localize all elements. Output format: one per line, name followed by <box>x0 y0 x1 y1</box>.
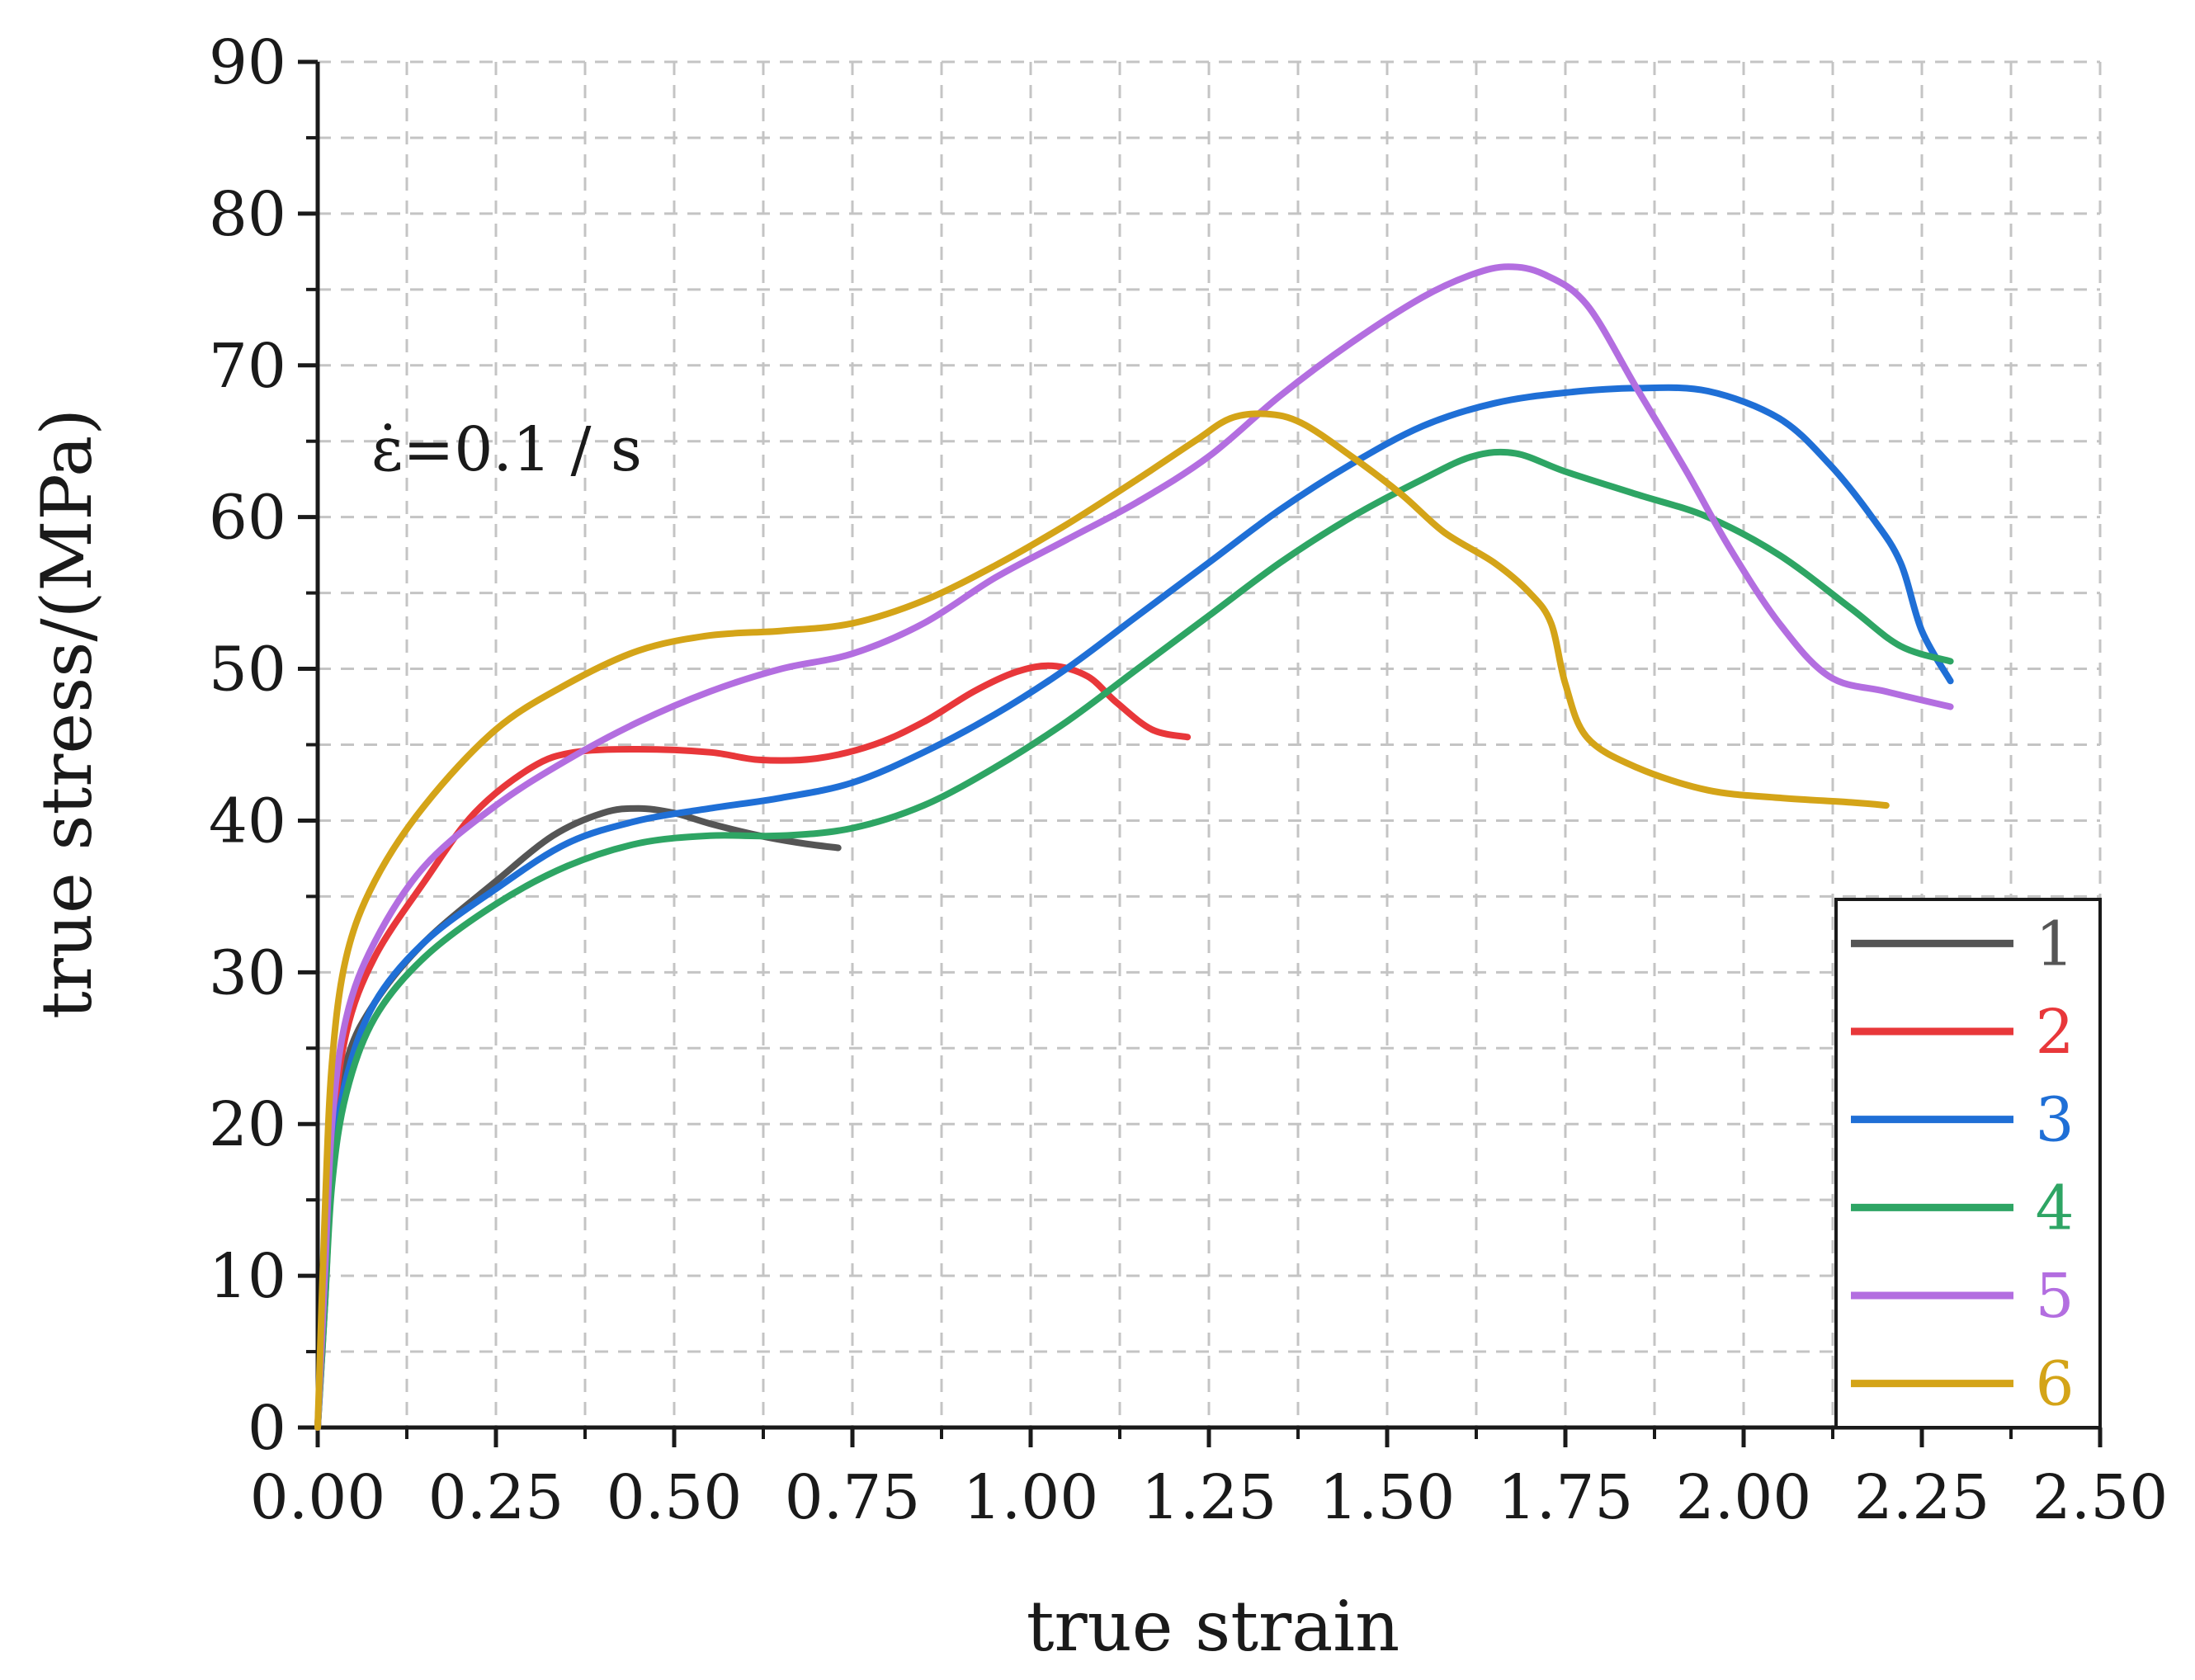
y-axis-title: true stress/(MPa) <box>26 408 107 1019</box>
x-tick-label: 1.50 <box>1319 1462 1456 1533</box>
y-tick-label: 90 <box>209 27 286 98</box>
series-line-5 <box>314 263 1954 1431</box>
legend-box <box>1834 898 2102 1429</box>
x-tick-label: 1.25 <box>1141 1462 1277 1533</box>
legend-label-1: 1 <box>2035 908 2074 979</box>
x-tick-label: 2.25 <box>1854 1462 1990 1533</box>
series-line-4 <box>314 448 1954 1431</box>
y-tick-label: 70 <box>209 331 286 402</box>
legend-label-3: 3 <box>2035 1085 2074 1156</box>
y-tick-label: 30 <box>209 937 286 1008</box>
y-tick-label: 20 <box>209 1089 286 1160</box>
legend-label-2: 2 <box>2035 997 2074 1068</box>
x-tick-label: 0.25 <box>428 1462 564 1533</box>
y-tick-label: 60 <box>209 483 286 554</box>
y-tick-label: 10 <box>209 1241 286 1312</box>
axis-labels: 0.00 0.25 0.50 0.75 1.00 1.25 1.50 1.75 2.00 2.25… <box>209 27 2169 1533</box>
legend-label-4: 4 <box>2035 1173 2074 1243</box>
y-tick-label: 80 <box>209 179 286 250</box>
x-tick-label: 1.75 <box>1498 1462 1634 1533</box>
series-line-3 <box>314 384 1954 1431</box>
y-tick-label: 40 <box>209 786 286 857</box>
x-tick-label: 1.00 <box>963 1462 1099 1533</box>
legend-label-6: 6 <box>2035 1349 2074 1420</box>
series-line-6 <box>314 410 1890 1431</box>
series-lines <box>314 263 1954 1431</box>
x-axis-title: true strain <box>1027 1586 1400 1667</box>
strain-rate-annotation: ε̇=0.1 / s <box>371 414 642 485</box>
grid <box>318 60 2102 1428</box>
y-tick-label: 50 <box>209 635 286 706</box>
y-tick-label: 0 <box>248 1393 286 1464</box>
x-tick-label: 0.75 <box>785 1462 921 1533</box>
x-tick-label: 2.00 <box>1676 1462 1812 1533</box>
x-tick-label: 0.50 <box>607 1462 743 1533</box>
axes <box>298 59 2103 1447</box>
x-tick-label: 2.50 <box>2032 1462 2169 1533</box>
x-tick-label: 0.00 <box>250 1462 386 1533</box>
legend-label-5: 5 <box>2035 1261 2074 1332</box>
legend: 1 2 3 4 5 6 <box>1834 898 2102 1429</box>
